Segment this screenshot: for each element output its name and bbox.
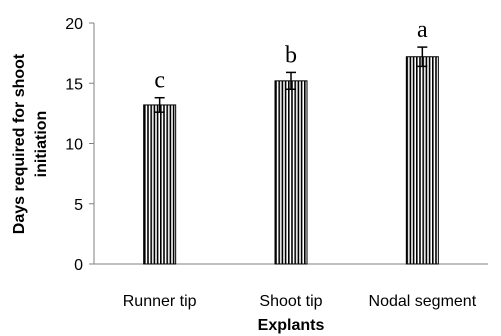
x-category-label: Shoot tip: [259, 293, 322, 310]
x-axis-title: Explants: [258, 317, 325, 334]
bar-shoot-tip: [274, 80, 308, 265]
y-axis-title-line-1: Days required for shoot: [11, 53, 28, 234]
x-category-label: Runner tip: [123, 293, 197, 310]
bar-runner-tip: [143, 104, 177, 265]
y-tick-label: 20: [65, 16, 83, 33]
y-tick-label: 0: [74, 257, 83, 274]
y-tick-label: 15: [65, 76, 83, 93]
significance-letter: a: [417, 17, 428, 43]
error-bar: [154, 96, 165, 113]
x-category-label: Nodal segment: [369, 293, 477, 310]
y-tick-label: 10: [65, 137, 83, 154]
significance-letter: b: [285, 42, 297, 68]
significance-letter: c: [154, 68, 165, 94]
bar-nodal-segment: [405, 56, 439, 265]
error-bar: [417, 46, 428, 68]
y-axis-title-line-2: initiation: [33, 111, 50, 178]
error-bar: [286, 71, 296, 91]
y-tick-label: 5: [74, 197, 83, 214]
